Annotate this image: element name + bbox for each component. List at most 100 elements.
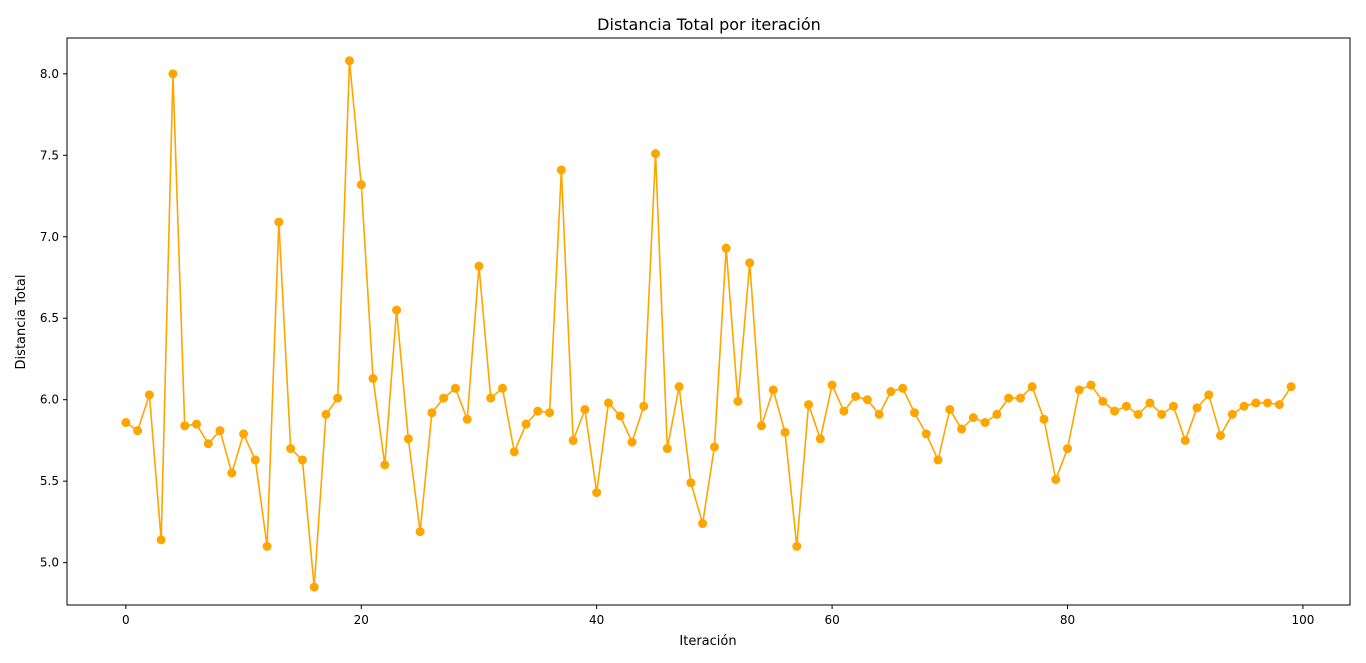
data-point: [945, 404, 955, 414]
data-point: [709, 442, 719, 452]
data-point: [1180, 435, 1190, 445]
data-point: [545, 408, 555, 418]
x-tick-label: 60: [824, 613, 839, 627]
data-point: [486, 393, 496, 403]
y-tick-label: 6.0: [40, 393, 59, 407]
data-point: [168, 69, 178, 79]
data-point: [933, 455, 943, 465]
data-point: [639, 401, 649, 411]
data-point: [498, 383, 508, 393]
y-axis: 5.0 5.5 6.0 6.5 7.0 7.5 8.0: [40, 67, 67, 570]
data-point: [815, 434, 825, 444]
data-point: [203, 439, 213, 449]
data-point: [968, 413, 978, 423]
data-point: [392, 305, 402, 315]
data-point: [745, 258, 755, 268]
data-point: [556, 165, 566, 175]
data-point: [721, 243, 731, 253]
data-point: [121, 418, 131, 428]
data-point: [309, 582, 319, 592]
data-point: [839, 406, 849, 416]
data-point: [1192, 403, 1202, 413]
data-point: [191, 419, 201, 429]
data-point: [1157, 409, 1167, 419]
x-tick-label: 0: [122, 613, 130, 627]
data-point: [886, 387, 896, 397]
data-point: [603, 398, 613, 408]
data-point: [380, 460, 390, 470]
x-tick-label: 80: [1060, 613, 1075, 627]
x-tick-label: 20: [354, 613, 369, 627]
data-point: [1216, 431, 1226, 441]
data-point: [227, 468, 237, 478]
data-point: [1027, 382, 1037, 392]
data-point: [403, 434, 413, 444]
y-tick-label: 5.0: [40, 556, 59, 570]
data-point: [921, 429, 931, 439]
data-point: [1286, 382, 1296, 392]
data-point: [1263, 398, 1273, 408]
data-point: [1074, 385, 1084, 395]
data-point: [615, 411, 625, 421]
data-point: [450, 383, 460, 393]
data-point: [980, 418, 990, 428]
data-point: [439, 393, 449, 403]
x-axis: 0 20 40 60 80 100: [122, 605, 1314, 627]
y-tick-label: 6.5: [40, 311, 59, 325]
data-point: [768, 385, 778, 395]
data-point: [580, 404, 590, 414]
data-point: [1004, 393, 1014, 403]
y-axis-label: Distancia Total: [14, 275, 29, 370]
data-point: [356, 180, 366, 190]
x-tick-label: 40: [589, 613, 604, 627]
data-point: [804, 400, 814, 410]
data-point: [780, 427, 790, 437]
data-point: [592, 488, 602, 498]
data-point: [1145, 398, 1155, 408]
data-point: [1121, 401, 1131, 411]
data-point: [1086, 380, 1096, 390]
data-point: [992, 409, 1002, 419]
data-point: [874, 409, 884, 419]
data-point: [521, 419, 531, 429]
data-point: [462, 414, 472, 424]
data-point: [686, 478, 696, 488]
data-point: [239, 429, 249, 439]
data-point: [274, 217, 284, 227]
data-point: [827, 380, 837, 390]
y-tick-label: 7.5: [40, 148, 59, 162]
data-point: [792, 541, 802, 551]
data-point: [1251, 398, 1261, 408]
data-point: [909, 408, 919, 418]
data-point: [215, 426, 225, 436]
data-point: [662, 444, 672, 454]
data-point: [333, 393, 343, 403]
data-point: [698, 519, 708, 529]
data-point: [344, 56, 354, 66]
data-point: [1274, 400, 1284, 410]
data-point: [1204, 390, 1214, 400]
series-line: [125, 60, 1292, 588]
x-axis-label: Iteración: [679, 634, 736, 649]
data-point: [262, 541, 272, 551]
data-point: [133, 426, 143, 436]
data-point: [321, 409, 331, 419]
data-point: [1015, 393, 1025, 403]
data-point: [509, 447, 519, 457]
data-point: [898, 383, 908, 393]
series-markers: [121, 56, 1296, 592]
data-point: [756, 421, 766, 431]
data-point: [1051, 475, 1061, 485]
data-point: [368, 374, 378, 384]
data-point: [286, 444, 296, 454]
x-tick-label: 100: [1291, 613, 1314, 627]
plot-frame: [66, 37, 1351, 606]
data-point: [474, 261, 484, 271]
data-point: [427, 408, 437, 418]
data-point: [1098, 396, 1108, 406]
data-point: [651, 149, 661, 159]
data-point: [862, 395, 872, 405]
chart-title: Distancia Total por iteración: [597, 15, 821, 34]
data-point: [1168, 401, 1178, 411]
